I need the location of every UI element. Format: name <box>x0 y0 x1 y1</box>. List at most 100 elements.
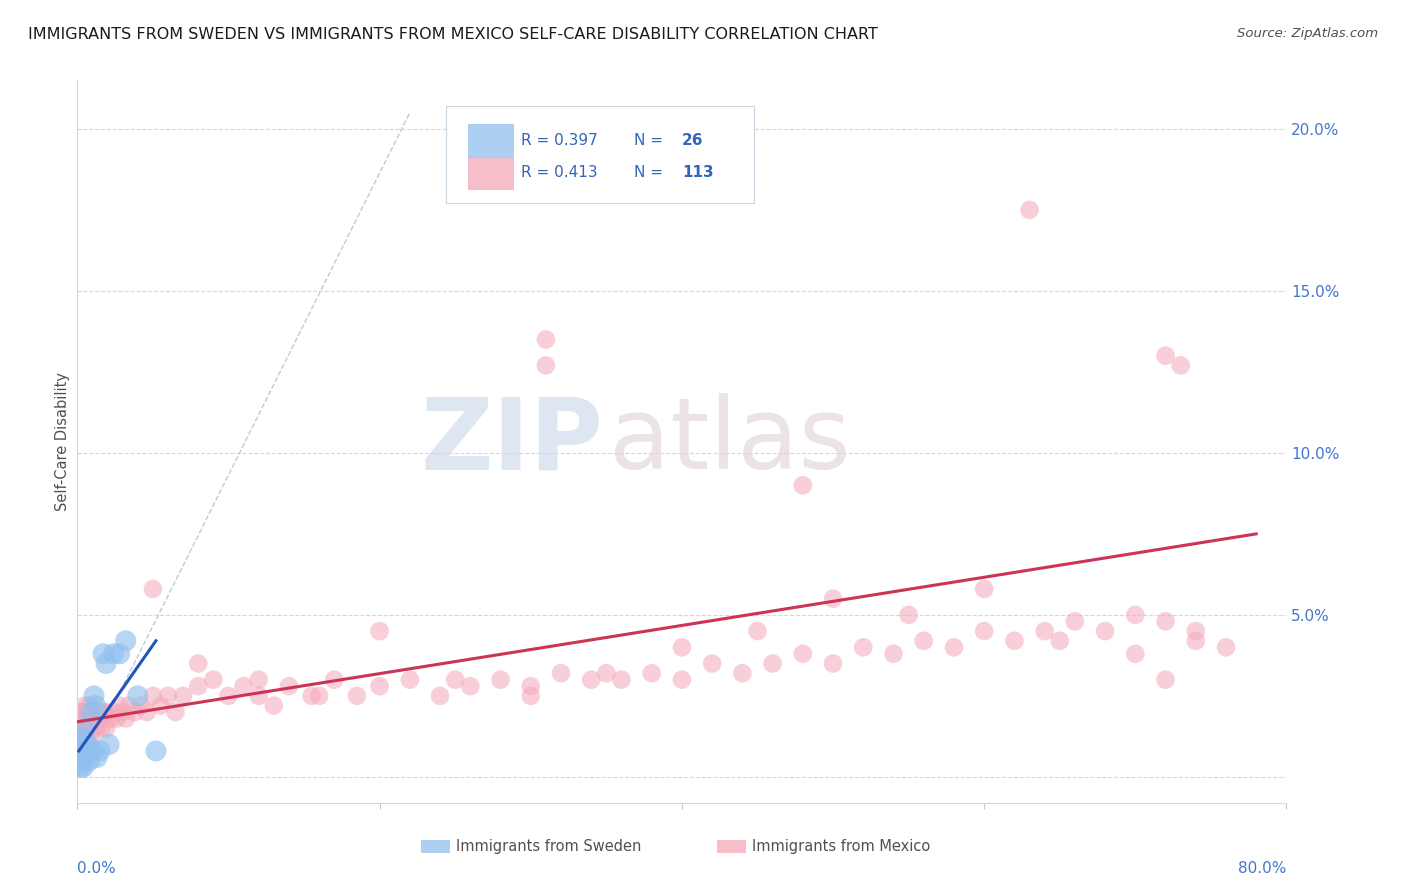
Point <box>323 673 346 687</box>
Point <box>83 712 105 726</box>
Point <box>77 738 100 752</box>
Point <box>114 712 136 726</box>
Point <box>368 624 391 638</box>
Point <box>883 647 905 661</box>
Y-axis label: Self-Care Disability: Self-Care Disability <box>55 372 70 511</box>
Point <box>70 738 93 752</box>
Point <box>93 705 115 719</box>
Point <box>100 712 122 726</box>
Point <box>550 666 572 681</box>
Point <box>142 689 165 703</box>
Point <box>84 698 107 713</box>
Point <box>897 607 920 622</box>
Point <box>520 689 543 703</box>
Text: atlas: atlas <box>609 393 851 490</box>
Point <box>111 705 134 719</box>
Text: Source: ZipAtlas.com: Source: ZipAtlas.com <box>1237 27 1378 40</box>
Point <box>187 657 209 671</box>
Point <box>1170 359 1192 373</box>
Text: IMMIGRANTS FROM SWEDEN VS IMMIGRANTS FROM MEXICO SELF-CARE DISABILITY CORRELATIO: IMMIGRANTS FROM SWEDEN VS IMMIGRANTS FRO… <box>28 27 877 42</box>
Point <box>346 689 368 703</box>
Point <box>1215 640 1237 655</box>
Point <box>1049 633 1071 648</box>
Point <box>278 679 301 693</box>
Point <box>399 673 422 687</box>
Text: Immigrants from Sweden: Immigrants from Sweden <box>456 838 641 854</box>
Point <box>103 705 125 719</box>
Point <box>187 679 209 693</box>
Point <box>821 657 844 671</box>
Point <box>218 689 240 703</box>
Point <box>308 689 330 703</box>
Point <box>142 582 165 596</box>
Point <box>105 712 128 726</box>
Point <box>79 721 101 735</box>
FancyBboxPatch shape <box>446 105 755 203</box>
Point <box>73 747 96 762</box>
Point <box>75 731 97 745</box>
Point <box>72 712 94 726</box>
Point <box>86 721 108 735</box>
Point <box>458 679 481 693</box>
Point <box>75 744 97 758</box>
Point <box>368 679 391 693</box>
Point <box>96 705 118 719</box>
Point <box>108 698 131 713</box>
Point <box>89 744 111 758</box>
Text: 113: 113 <box>682 165 713 180</box>
Point <box>973 624 995 638</box>
Point <box>69 760 91 774</box>
Point <box>67 754 90 768</box>
Text: 26: 26 <box>682 133 703 148</box>
Point <box>1305 252 1327 266</box>
Point <box>263 698 285 713</box>
Point <box>69 712 91 726</box>
Point <box>973 582 995 596</box>
Text: R = 0.413: R = 0.413 <box>522 165 598 180</box>
Text: 80.0%: 80.0% <box>1239 861 1286 876</box>
Point <box>610 673 633 687</box>
Point <box>84 705 107 719</box>
Point <box>1004 633 1026 648</box>
Point <box>73 721 96 735</box>
Point <box>489 673 512 687</box>
Point <box>91 712 114 726</box>
Point <box>429 689 451 703</box>
Point <box>118 698 141 713</box>
Point <box>94 657 117 671</box>
Point <box>942 640 965 655</box>
Point <box>595 666 617 681</box>
Point <box>232 679 254 693</box>
Point <box>129 698 152 713</box>
Point <box>127 689 149 703</box>
Point <box>202 673 225 687</box>
Point <box>1018 202 1040 217</box>
Point <box>247 689 270 703</box>
Point <box>67 721 90 735</box>
Point <box>1094 624 1116 638</box>
Point <box>69 731 91 745</box>
Point <box>98 738 121 752</box>
Point <box>702 657 724 671</box>
Point <box>821 591 844 606</box>
Point <box>82 705 104 719</box>
Point <box>149 698 172 713</box>
Point <box>1064 615 1087 629</box>
Point <box>75 705 97 719</box>
Point <box>80 731 103 745</box>
Point <box>73 698 96 713</box>
Point <box>77 738 100 752</box>
Point <box>72 731 94 745</box>
Point <box>70 738 93 752</box>
Point <box>671 673 693 687</box>
Point <box>792 647 814 661</box>
Point <box>82 744 104 758</box>
FancyBboxPatch shape <box>717 839 747 853</box>
Point <box>73 721 96 735</box>
Point <box>86 750 108 764</box>
Point <box>145 744 167 758</box>
Text: ZIP: ZIP <box>420 393 603 490</box>
Point <box>91 647 114 661</box>
Point <box>1154 673 1177 687</box>
Point <box>852 640 875 655</box>
